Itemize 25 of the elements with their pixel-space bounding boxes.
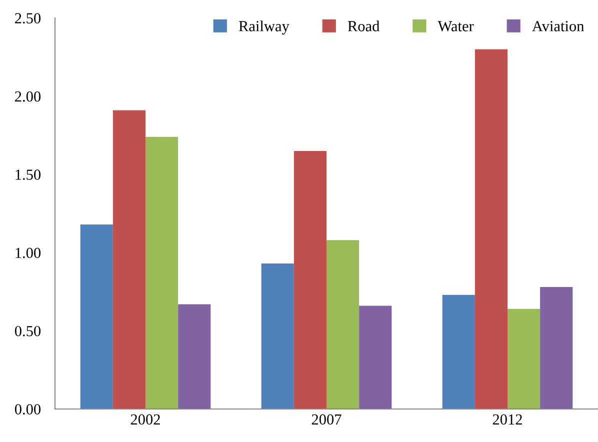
x-tick-label: 2002: [130, 414, 160, 425]
bar: [80, 224, 113, 409]
x-tick-label: 2012: [492, 414, 522, 425]
y-tick-label: 1.50: [16, 170, 41, 180]
y-tick-label: 2.50: [15, 13, 41, 24]
bar: [442, 294, 475, 409]
y-tick-label: 1.00: [16, 248, 41, 258]
bar: [474, 49, 508, 409]
legend-label: Road: [348, 20, 380, 32]
bar: [540, 287, 573, 409]
bar: [178, 304, 211, 409]
bar: [359, 306, 392, 409]
y-tick-label: 2.00: [15, 91, 41, 102]
bar: [508, 308, 540, 409]
y-tick-label: 0.50: [14, 326, 41, 336]
bar: [146, 136, 178, 409]
bar: [326, 240, 360, 409]
legend-label: Water: [438, 21, 474, 32]
legend-label: Railway: [238, 20, 290, 34]
x-tick-label: 2007: [312, 414, 342, 425]
bar: [261, 264, 294, 409]
bar: [294, 150, 326, 409]
bar: [112, 110, 146, 409]
y-tick-label: 0.00: [14, 404, 41, 415]
legend-label: Aviation: [532, 21, 584, 32]
